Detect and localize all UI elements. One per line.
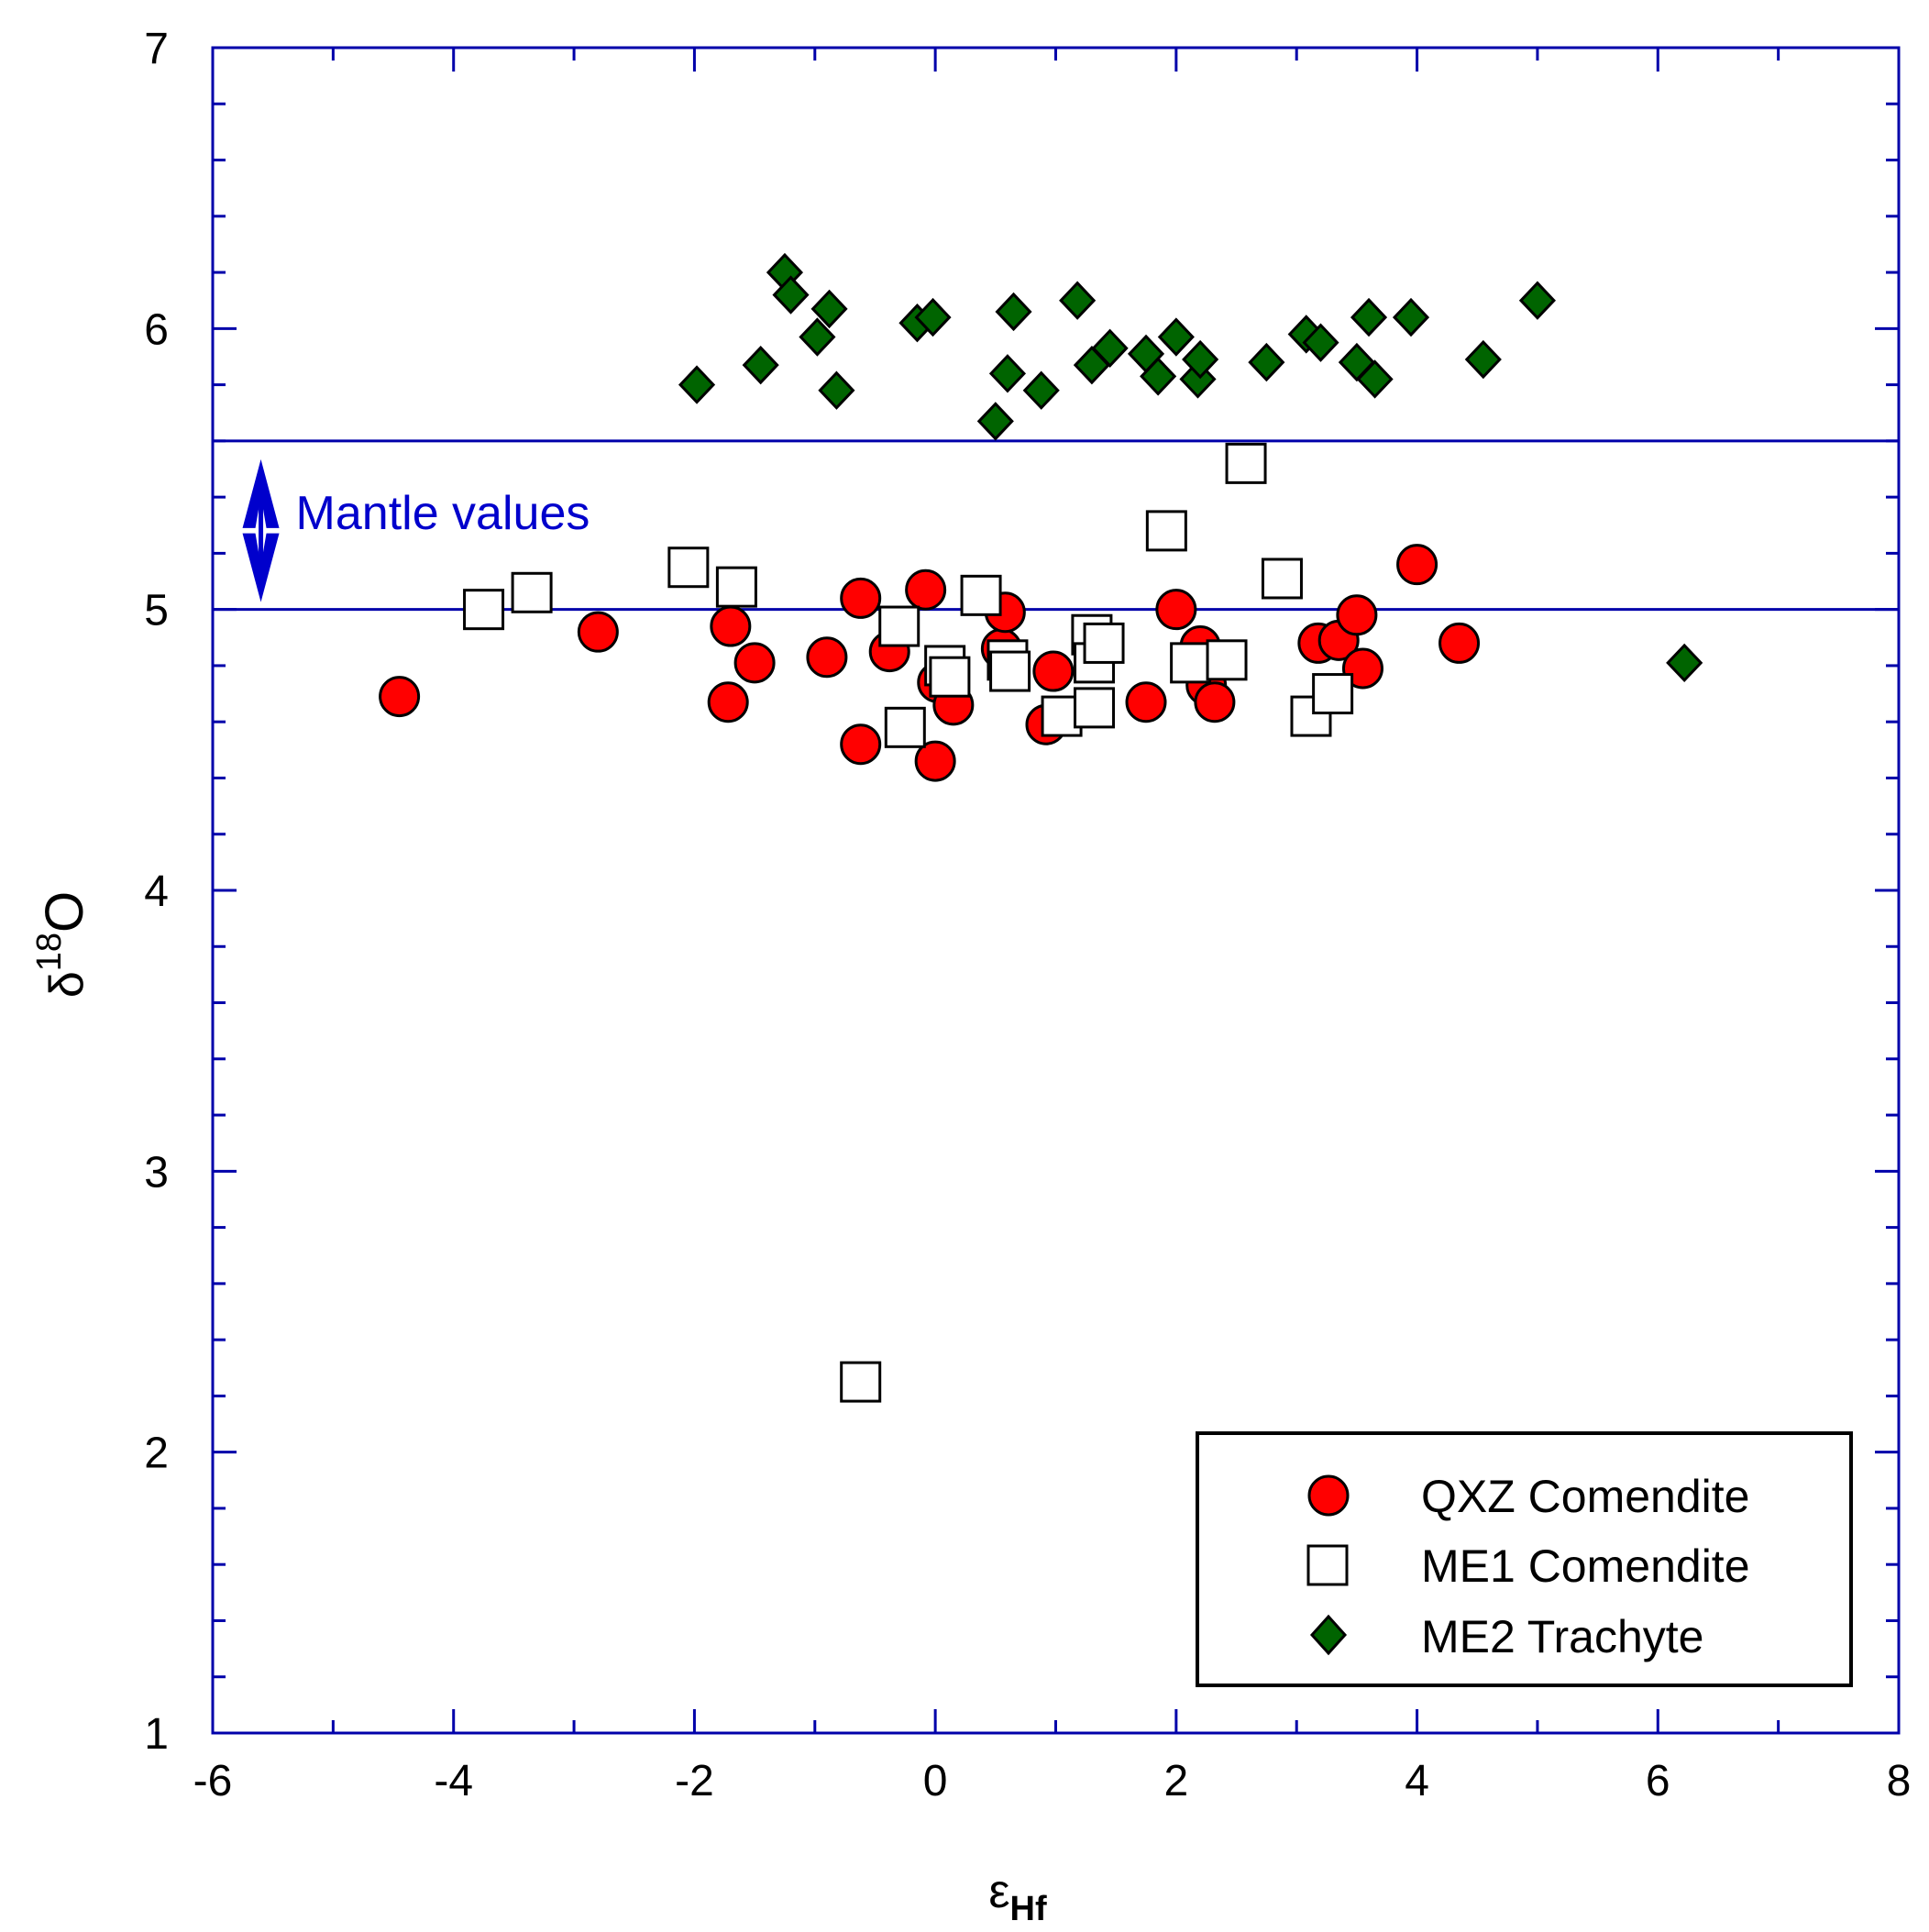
data-point-me2 — [772, 275, 810, 315]
y-tick-label: 1 — [144, 1710, 169, 1759]
y-axis-title-superscript: 18 — [30, 933, 69, 971]
data-point-me1 — [463, 589, 505, 631]
data-point-me2 — [1518, 281, 1556, 320]
data-point-qxz — [1396, 544, 1438, 586]
data-point-me1 — [989, 650, 1031, 692]
legend-marker-me1 — [1306, 1544, 1349, 1586]
series-me1-comendite — [463, 442, 1354, 1403]
data-point-me1 — [1074, 687, 1116, 729]
data-point-me2 — [1022, 370, 1060, 410]
mantle-values-annotation: Mantle values — [242, 458, 590, 602]
data-point-me1 — [667, 546, 710, 589]
data-point-qxz — [905, 569, 947, 611]
data-point-me2 — [678, 365, 716, 404]
data-point-me2 — [1464, 339, 1502, 380]
y-axis-title-symbol: δ — [40, 971, 94, 998]
data-point-qxz — [1155, 589, 1197, 631]
x-axis-title-subscript: Hf — [1010, 1890, 1047, 1928]
data-point-qxz — [840, 723, 882, 766]
arrow-head-down-icon — [242, 533, 280, 602]
data-point-me1 — [1145, 510, 1187, 552]
data-point-me2 — [914, 297, 952, 337]
data-point-qxz — [1032, 650, 1075, 692]
x-tick-label: 2 — [1164, 1757, 1189, 1805]
data-point-me2 — [1302, 323, 1339, 362]
mantle-values-label: Mantle values — [296, 487, 590, 540]
data-point-qxz — [806, 636, 848, 679]
data-point-qxz — [379, 676, 421, 718]
legend-marker-me2 — [1309, 1614, 1348, 1656]
data-point-me2 — [810, 289, 848, 329]
data-point-qxz — [707, 681, 749, 723]
data-point-me2 — [1392, 297, 1430, 337]
x-axis-title-symbol: ε — [988, 1865, 1009, 1918]
data-point-me2 — [995, 292, 1032, 332]
data-point-me1 — [1225, 442, 1267, 484]
data-point-me1 — [511, 571, 553, 613]
data-point-me1 — [1083, 622, 1125, 664]
tick-labels: -6 -4 -2 0 2 4 6 8 1 2 3 4 5 6 7 — [144, 25, 1911, 1805]
data-point-qxz — [914, 740, 956, 782]
data-point-me1 — [715, 566, 757, 608]
legend-marker-qxz — [1307, 1474, 1350, 1517]
x-tick-label: -6 — [193, 1757, 233, 1805]
data-point-qxz — [1336, 594, 1378, 636]
data-point-me2 — [1059, 281, 1097, 320]
x-tick-label: -4 — [434, 1757, 473, 1805]
data-point-me2 — [1140, 357, 1177, 396]
legend-label-qxz: QXZ Comendite — [1421, 1471, 1749, 1522]
y-tick-label: 4 — [144, 867, 169, 916]
legend-label-me1: ME1 Comendite — [1421, 1540, 1750, 1592]
data-point-me2 — [818, 370, 855, 410]
data-series — [379, 252, 1703, 1403]
data-point-me1 — [884, 706, 926, 748]
data-point-me2 — [742, 345, 779, 385]
data-point-me1 — [960, 574, 1002, 616]
data-point-me2 — [1091, 328, 1129, 368]
data-point-me1 — [1170, 642, 1212, 684]
data-point-me2 — [1248, 342, 1285, 382]
legend-box — [1196, 1431, 1853, 1687]
data-point-qxz — [733, 642, 776, 684]
y-tick-label: 3 — [144, 1148, 169, 1197]
data-point-qxz — [1125, 681, 1167, 723]
y-tick-label: 2 — [144, 1430, 169, 1478]
y-tick-label: 5 — [144, 587, 169, 635]
legend: QXZ Comendite ME1 Comendite ME2 Trachyte — [1196, 1431, 1853, 1687]
data-point-me1 — [1261, 558, 1303, 600]
data-point-me2 — [1182, 339, 1219, 380]
data-point-qxz — [577, 611, 619, 653]
data-point-me1 — [878, 605, 920, 647]
y-axis-title: δ18O — [30, 891, 94, 998]
data-point-me2 — [1157, 317, 1195, 357]
data-point-me2 — [1350, 297, 1388, 337]
data-point-me1 — [1206, 639, 1248, 681]
legend-label-me2: ME2 Trachyte — [1421, 1611, 1703, 1662]
data-point-me1 — [840, 1361, 882, 1403]
y-tick-label: 7 — [144, 25, 169, 73]
data-point-qxz — [710, 605, 752, 647]
data-point-me2 — [799, 317, 836, 357]
data-point-me2 — [976, 402, 1014, 441]
x-tick-label: 4 — [1405, 1757, 1429, 1805]
data-point-qxz — [840, 577, 882, 619]
x-tick-label: -2 — [675, 1757, 714, 1805]
x-axis-title: εHf — [988, 1865, 1047, 1928]
data-point-me1 — [1312, 673, 1354, 715]
data-point-me1 — [929, 656, 971, 698]
x-tick-label: 0 — [923, 1757, 948, 1805]
data-point-me2 — [1666, 643, 1703, 683]
arrow-head-up-icon — [242, 458, 280, 528]
data-point-me2 — [988, 354, 1027, 393]
x-tick-label: 8 — [1887, 1757, 1912, 1805]
x-tick-label: 6 — [1646, 1757, 1670, 1805]
series-me2-trachyte — [678, 252, 1703, 683]
y-axis-title-tail: O — [35, 891, 94, 933]
data-point-me2 — [1356, 359, 1394, 399]
data-point-qxz — [1194, 681, 1236, 723]
y-tick-label: 6 — [144, 305, 169, 354]
data-point-qxz — [1438, 622, 1481, 664]
